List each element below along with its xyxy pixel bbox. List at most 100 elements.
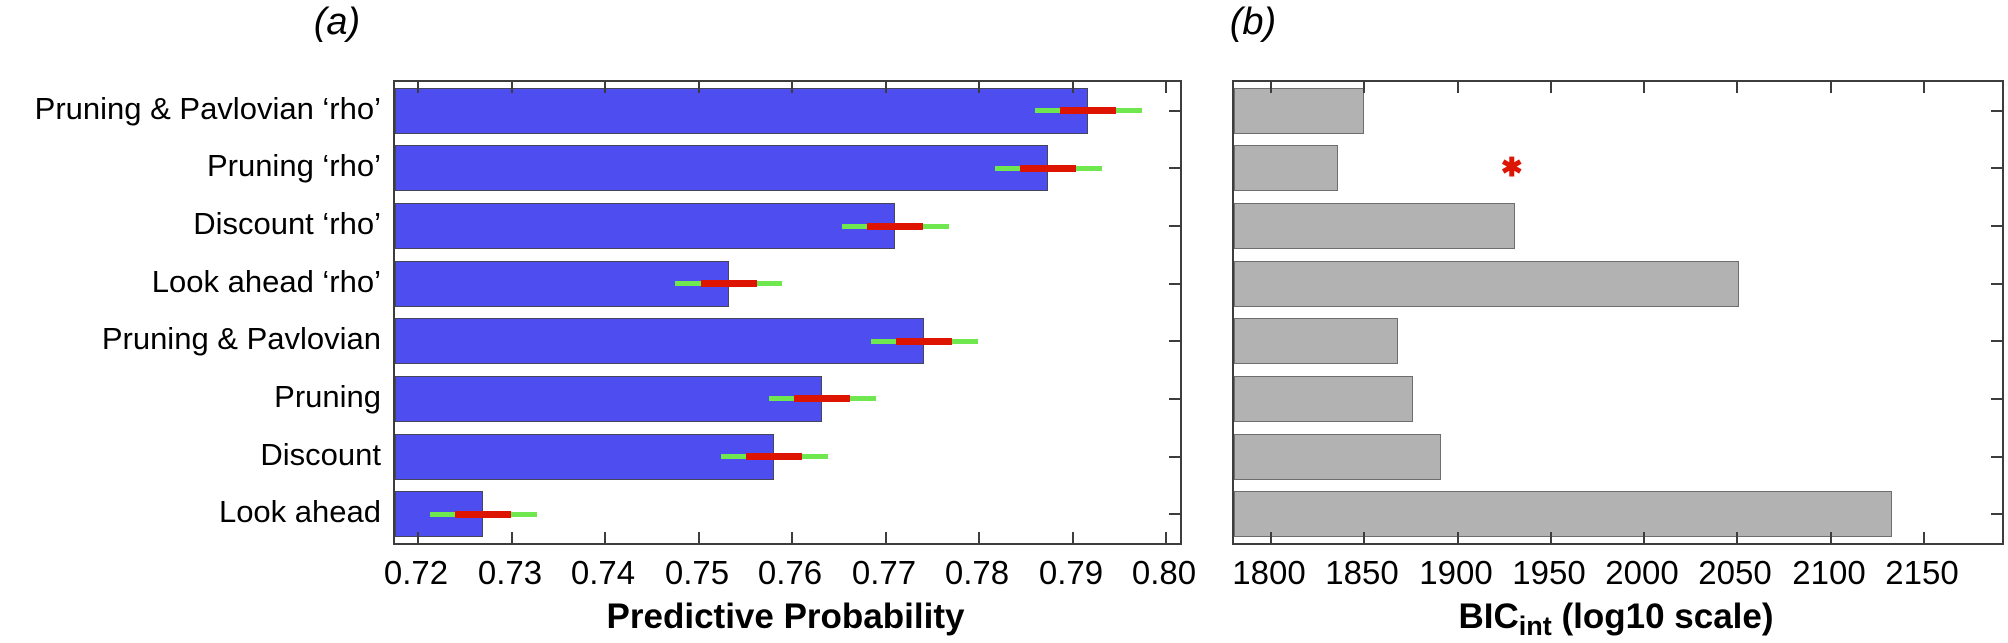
x-tick-top [1072, 82, 1074, 93]
x-tick-label: 2100 [1792, 554, 1866, 591]
x-tick-top [604, 82, 606, 93]
x-tick [978, 532, 980, 543]
y-tick [1991, 397, 2002, 400]
x-tick-label: 0.77 [851, 554, 917, 591]
bar [1234, 433, 1441, 480]
error-bar-inner [896, 337, 952, 345]
error-bar-inner [1060, 107, 1116, 115]
bar [1234, 260, 1739, 307]
panel-b-xlabel-main: BIC [1458, 597, 1519, 636]
x-tick-top [1270, 82, 1272, 93]
x-tick-label: 0.72 [383, 554, 449, 591]
bar [395, 375, 822, 422]
bar [395, 203, 895, 250]
x-tick [604, 532, 606, 543]
x-tick [1830, 532, 1832, 543]
y-category-label: Look ahead [218, 494, 381, 530]
x-tick-top [1165, 82, 1167, 93]
x-tick [1643, 532, 1645, 543]
x-tick-label: 0.80 [1131, 554, 1197, 591]
y-tick [1169, 109, 1180, 112]
bar [1234, 203, 1515, 250]
y-tick [1169, 397, 1180, 400]
y-tick [1991, 109, 2002, 112]
x-tick-top [1363, 82, 1365, 93]
y-tick [1169, 167, 1180, 170]
x-tick-top [1736, 82, 1738, 93]
x-tick [417, 532, 419, 543]
y-tick [1991, 282, 2002, 285]
panel-a-xlabel: Predictive Probability [393, 596, 1178, 638]
panel-a-xlabel-main: Predictive Probability [606, 597, 965, 636]
bar [1234, 87, 1364, 134]
y-tick [1991, 513, 2002, 516]
bar [395, 433, 774, 480]
x-tick-label: 2000 [1605, 554, 1679, 591]
bar [395, 87, 1088, 134]
x-tick-label: 2150 [1885, 554, 1959, 591]
y-category-label: Discount [260, 436, 381, 472]
error-bar-inner [1020, 164, 1076, 172]
panel-b-tag: (b) [1229, 1, 1277, 43]
x-tick-label: 1950 [1512, 554, 1586, 591]
y-tick [1169, 513, 1180, 516]
bar [1234, 318, 1398, 365]
y-tick [1169, 340, 1180, 343]
error-bar-inner [455, 510, 511, 518]
x-tick-label: 2050 [1698, 554, 1772, 591]
x-tick-label: 0.79 [1038, 554, 1104, 591]
x-tick-top [1830, 82, 1832, 93]
x-tick-label: 0.76 [757, 554, 823, 591]
x-tick [1270, 532, 1272, 543]
error-bar-inner [746, 453, 802, 461]
panel-b-xlabel-rest: (log10 scale) [1551, 597, 1774, 636]
x-tick-top [1643, 82, 1645, 93]
x-tick [885, 532, 887, 543]
x-tick [1072, 532, 1074, 543]
panel-b-xlabel: BICint (log10 scale) [1232, 596, 2000, 641]
y-tick [1991, 225, 2002, 228]
y-category-label: Look ahead ‘rho’ [151, 263, 381, 299]
y-tick [1991, 340, 2002, 343]
y-tick [1169, 282, 1180, 285]
x-tick-label: 1900 [1419, 554, 1493, 591]
bar [395, 318, 924, 365]
x-tick [1457, 532, 1459, 543]
y-tick [1991, 455, 2002, 458]
x-tick-label: 1800 [1232, 554, 1306, 591]
y-category-label: Pruning & Pavlovian ‘rho’ [34, 90, 381, 126]
panel-a-plot [393, 80, 1182, 545]
x-tick [791, 532, 793, 543]
x-tick-label: 0.75 [664, 554, 730, 591]
y-category-label: Discount ‘rho’ [193, 206, 381, 242]
error-bar-inner [794, 395, 850, 403]
error-bar-inner [701, 280, 757, 288]
y-category-label: Pruning & Pavlovian [101, 321, 381, 357]
x-tick [1363, 532, 1365, 543]
x-tick-label: 0.78 [944, 554, 1010, 591]
bar [1234, 491, 1892, 538]
panel-a-tag: (a) [313, 1, 361, 43]
x-tick [1923, 532, 1925, 543]
x-tick [698, 532, 700, 543]
y-tick [1991, 167, 2002, 170]
x-tick [511, 532, 513, 543]
x-tick [1165, 532, 1167, 543]
y-category-label: Pruning [274, 378, 381, 414]
y-tick [1169, 455, 1180, 458]
x-tick-top [1550, 82, 1552, 93]
x-tick-top [885, 82, 887, 93]
bar [395, 260, 729, 307]
significance-marker: ✱ [1500, 152, 1523, 183]
x-tick-top [1457, 82, 1459, 93]
x-tick-top [791, 82, 793, 93]
bar [395, 145, 1048, 192]
y-category-label: Pruning ‘rho’ [206, 148, 381, 184]
error-bar-inner [867, 222, 923, 230]
bar [1234, 375, 1413, 422]
x-tick-top [417, 82, 419, 93]
x-tick-top [978, 82, 980, 93]
x-tick-label: 0.74 [570, 554, 636, 591]
panel-a-category-labels: Pruning & Pavlovian ‘rho’ Pruning ‘rho’ Di… [0, 80, 381, 541]
